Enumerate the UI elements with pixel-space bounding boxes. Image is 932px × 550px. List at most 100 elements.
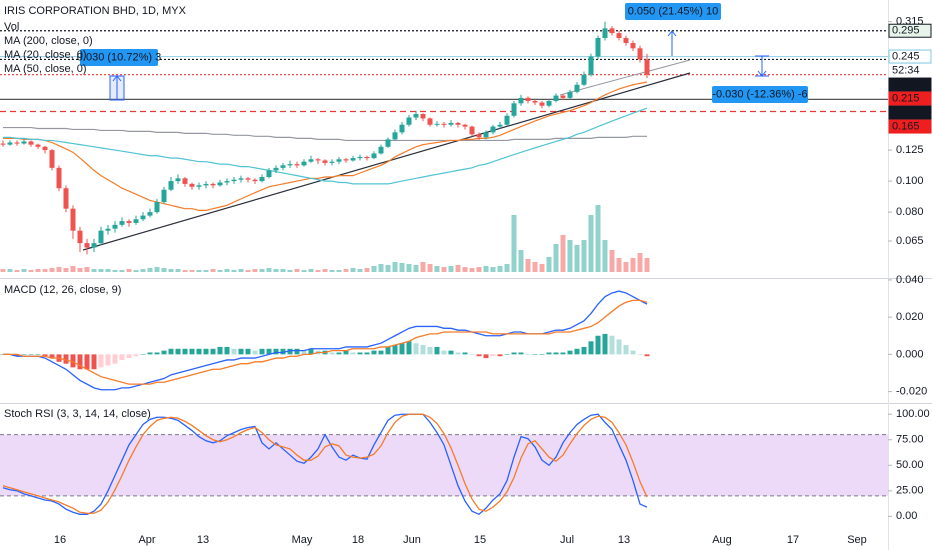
volume-bar xyxy=(406,264,412,272)
candle-body xyxy=(469,126,475,135)
histogram-bar xyxy=(238,348,244,355)
candle-body xyxy=(217,182,223,186)
candle-body xyxy=(630,43,636,49)
histogram-bar xyxy=(532,354,538,355)
candle-body xyxy=(525,97,531,101)
stoch-line xyxy=(2,413,648,516)
candle-body xyxy=(420,114,426,119)
histogram-bar xyxy=(511,352,517,355)
candle-body xyxy=(322,160,328,163)
candle-body xyxy=(273,167,279,171)
volume-bar xyxy=(308,269,314,272)
candle-body xyxy=(182,178,188,184)
histogram-bar xyxy=(413,343,419,355)
candle-body xyxy=(238,178,244,180)
candle-body xyxy=(84,243,90,248)
candle-body xyxy=(511,103,517,116)
volume-bar xyxy=(168,269,174,272)
volume-bar xyxy=(602,240,608,272)
histogram-bar xyxy=(98,354,104,368)
candle-body xyxy=(392,132,398,140)
volume-bar xyxy=(203,270,209,272)
candle-body xyxy=(119,221,125,225)
histogram-bar xyxy=(637,354,643,355)
volume-bar xyxy=(392,262,398,272)
histogram-bar xyxy=(14,354,20,357)
candle-body xyxy=(112,224,118,229)
price-tag xyxy=(888,91,932,106)
histogram-bar xyxy=(350,352,356,355)
candle-body xyxy=(504,115,510,125)
x-tick-label: Apr xyxy=(138,534,155,546)
measure-label: -0.030 (-12.36%) -6 xyxy=(712,88,807,100)
candle-body xyxy=(77,230,83,244)
candle-body xyxy=(637,48,643,60)
histogram-bar xyxy=(105,354,111,366)
volume-bar xyxy=(7,269,13,272)
candle-body xyxy=(196,185,202,187)
volume-bar xyxy=(476,267,482,272)
histogram-bar xyxy=(287,348,293,355)
volume-bar xyxy=(378,264,384,272)
volume-bar xyxy=(525,259,531,272)
histogram-bar xyxy=(126,354,132,359)
histogram-bar xyxy=(448,350,454,355)
candle-body xyxy=(532,100,538,103)
histogram-bar xyxy=(273,348,279,355)
histogram-bar xyxy=(42,354,48,357)
volume-bar xyxy=(133,270,139,272)
volume-bar xyxy=(287,270,293,272)
candle-body xyxy=(56,167,62,189)
volume-bar xyxy=(266,268,272,272)
volume-bar xyxy=(588,215,594,272)
candle-body xyxy=(224,181,230,183)
measure-label: 0.030 (10.72%) 3 xyxy=(77,51,161,63)
volume-bar xyxy=(350,268,356,272)
volume-bar xyxy=(21,269,27,272)
histogram-bar xyxy=(504,354,510,355)
candle-body xyxy=(371,153,377,159)
volume-bar xyxy=(497,266,503,272)
histogram-bar xyxy=(301,350,307,355)
price-tag-label: 0.165 xyxy=(892,120,920,132)
histogram-bar xyxy=(119,354,125,360)
histogram-bar xyxy=(147,352,153,355)
candle-body xyxy=(0,143,6,145)
x-tick-label: 17 xyxy=(787,534,799,546)
histogram-bar xyxy=(245,348,251,355)
price-tag xyxy=(888,49,932,64)
volume-bar xyxy=(399,263,405,272)
candle-body xyxy=(448,122,454,125)
candle-body xyxy=(175,178,181,182)
candle-body xyxy=(126,221,132,223)
x-tick-label: May xyxy=(292,534,313,546)
price-tag-label: 0.295 xyxy=(892,25,920,37)
volume-bar xyxy=(595,205,601,272)
candle-body xyxy=(357,156,363,159)
candle-body xyxy=(315,159,321,161)
volume-bar xyxy=(532,262,538,272)
volume-bar xyxy=(574,245,580,272)
volume-bar xyxy=(175,269,181,272)
volume-bar xyxy=(42,269,48,272)
histogram-bar xyxy=(553,352,559,355)
histogram-bar xyxy=(602,333,608,355)
histogram-bar xyxy=(84,354,90,370)
volume-bar xyxy=(294,269,300,272)
volume-bar xyxy=(420,262,426,272)
measure-arrow xyxy=(109,30,769,101)
candle-body xyxy=(455,122,461,125)
volume-bar xyxy=(441,267,447,272)
volume-bar xyxy=(70,266,76,272)
histogram-bar xyxy=(217,346,223,355)
histogram-bar xyxy=(623,345,629,355)
histogram-bar xyxy=(469,354,475,355)
candle-body xyxy=(644,59,650,75)
histogram-bar xyxy=(630,350,636,355)
volume-bar xyxy=(196,270,202,272)
candle-body xyxy=(497,124,503,127)
y-tick-label: 100.00 xyxy=(896,408,930,420)
histogram-bar xyxy=(497,354,503,357)
volume-bar xyxy=(182,270,188,272)
volume-bar xyxy=(210,269,216,272)
